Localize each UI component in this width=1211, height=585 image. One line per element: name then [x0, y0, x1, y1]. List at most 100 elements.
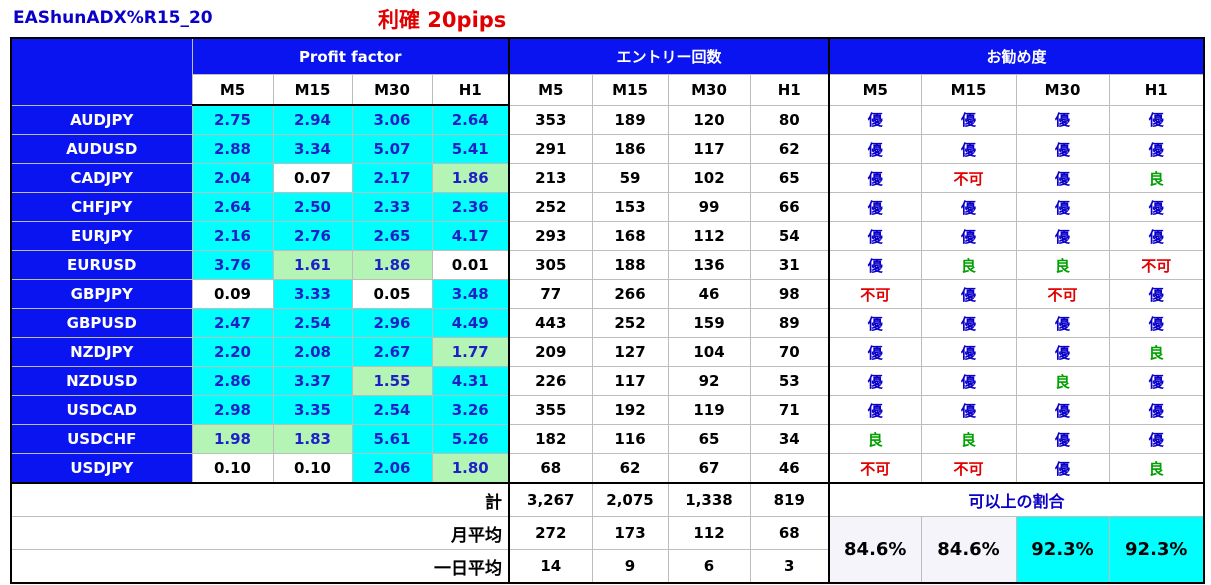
- timeframe-header: H1: [749, 74, 830, 106]
- rating-cell: 不可: [828, 453, 922, 484]
- timeframe-header-row: M5 M15 M30 H1 M5 M15 M30 H1 M5 M15 M30 H1: [11, 74, 1205, 106]
- entry-count-cell: 54: [749, 221, 830, 251]
- entry-count-cell: 31: [749, 250, 830, 280]
- daily-average-label: 一日平均: [10, 549, 510, 584]
- profit-factor-cell: 2.86: [191, 366, 274, 396]
- daily-average-row: 一日平均 14 9 6 3: [10, 549, 1204, 584]
- table-row: GBPJPY 0.09 3.33 0.05 3.48 77 266 46 98 不可優不可優: [10, 279, 1205, 309]
- pair-name: GBPUSD: [10, 308, 193, 338]
- table-row: USDJPY 0.10 0.10 2.06 1.80 68 62 67 46 不可 不可優良: [10, 453, 1205, 484]
- profit-factor-cell: 2.36: [431, 192, 510, 222]
- report-title: EAShunADX%R15_20: [13, 8, 213, 28]
- entry-count-cell: 182: [508, 424, 593, 454]
- profit-factor-cell: 3.34: [272, 134, 353, 164]
- entry-count-cell: 104: [667, 337, 751, 367]
- rating-cell: 優: [828, 395, 922, 425]
- entry-count-cell: 355: [508, 395, 593, 425]
- entry-count-cell: 353: [508, 104, 593, 135]
- rating-cell: 優: [828, 308, 922, 338]
- pair-name: AUDUSD: [10, 134, 193, 164]
- profit-factor-cell: 3.33: [272, 279, 353, 309]
- timeframe-header: H1: [1108, 74, 1205, 106]
- entry-count-cell: 189: [591, 104, 669, 135]
- entry-count-cell: 192: [591, 395, 669, 425]
- table-row: NZDJPY 2.20 2.08 2.67 1.77 209 127 104 70 優優優良: [10, 337, 1205, 367]
- total-cell: 1,338: [667, 482, 751, 517]
- pair-name: AUDJPY: [10, 104, 193, 135]
- rating-cell: 優: [1015, 192, 1110, 222]
- entry-count-cell: 291: [508, 134, 593, 164]
- results-table: Profit factor エントリー回数 お勧め度 M5 M15 M30 H1 M5 M…: [10, 37, 1205, 584]
- total-cell: 3,267: [508, 482, 593, 517]
- rating-cell: 優: [1015, 221, 1110, 251]
- entry-count-cell: 120: [667, 104, 751, 135]
- profit-factor-cell: 3.37: [272, 366, 353, 396]
- profit-factor-cell: 0.07: [272, 163, 353, 193]
- rating-cell: 優: [1108, 134, 1205, 164]
- monthly-average-cell: 272: [508, 516, 593, 550]
- timeframe-header: M30: [1015, 74, 1110, 106]
- rating-cell: 良: [828, 424, 922, 454]
- profit-factor-cell: 2.64: [431, 104, 510, 135]
- entry-count-cell: 127: [591, 337, 669, 367]
- rating-cell: 優: [920, 308, 1017, 338]
- profit-factor-cell: 4.49: [431, 308, 510, 338]
- rating-cell: 不可: [1015, 279, 1110, 309]
- rating-cell: 優: [1108, 279, 1205, 309]
- rating-cell: 優: [1108, 192, 1205, 222]
- profit-factor-cell: 2.04: [191, 163, 274, 193]
- profit-factor-cell: 1.61: [272, 250, 353, 280]
- entry-count-cell: 46: [749, 453, 830, 484]
- rating-cell: 優: [920, 192, 1017, 222]
- profit-factor-cell: 2.16: [191, 221, 274, 251]
- profit-factor-cell: 1.77: [431, 337, 510, 367]
- monthly-average-cell: 112: [667, 516, 751, 550]
- daily-average-cell: 3: [749, 549, 830, 584]
- table-row: NZDUSD 2.86 3.37 1.55 4.31 226 117 92 53 優優良優: [10, 366, 1205, 396]
- ratio-cell: 84.6%: [920, 516, 1017, 584]
- take-profit-label: 利確 20pips: [378, 8, 507, 32]
- entry-count-cell: 443: [508, 308, 593, 338]
- profit-factor-cell: 2.54: [272, 308, 353, 338]
- profit-factor-cell: 0.01: [431, 250, 510, 280]
- daily-average-cell: 14: [508, 549, 593, 584]
- profit-factor-cell: 4.17: [431, 221, 510, 251]
- profit-factor-cell: 0.10: [191, 453, 274, 484]
- profit-factor-cell: 3.35: [272, 395, 353, 425]
- entry-count-cell: 209: [508, 337, 593, 367]
- rating-cell: 優: [1015, 104, 1110, 135]
- rating-cell: 優: [1015, 453, 1110, 484]
- rating-cell: 優: [920, 366, 1017, 396]
- profit-factor-cell: 5.07: [351, 134, 433, 164]
- timeframe-header: M15: [591, 74, 669, 106]
- profit-factor-cell: 5.26: [431, 424, 510, 454]
- profit-factor-cell: 0.05: [351, 279, 433, 309]
- timeframe-header: H1: [431, 74, 510, 106]
- rating-cell: 優: [828, 221, 922, 251]
- profit-factor-cell: 2.54: [351, 395, 433, 425]
- profit-factor-cell: 2.33: [351, 192, 433, 222]
- rating-cell: 優: [828, 337, 922, 367]
- rating-cell: 優: [828, 366, 922, 396]
- profit-factor-cell: 2.20: [191, 337, 274, 367]
- rating-cell: 良: [1108, 163, 1205, 193]
- table-row: EURJPY 2.16 2.76 2.65 4.17 293 168 112 54 優優優優: [10, 221, 1205, 251]
- profit-factor-cell: 2.67: [351, 337, 433, 367]
- rating-cell: 優: [920, 134, 1017, 164]
- entry-count-cell: 46: [667, 279, 751, 309]
- entry-count-cell: 117: [667, 134, 751, 164]
- entry-count-cell: 252: [508, 192, 593, 222]
- rating-cell: 不可: [920, 163, 1017, 193]
- profit-factor-cell: 2.06: [351, 453, 433, 484]
- monthly-average-label: 月平均: [10, 516, 510, 550]
- entry-count-cell: 59: [591, 163, 669, 193]
- entry-count-cell: 62: [591, 453, 669, 484]
- profit-factor-cell: 2.98: [191, 395, 274, 425]
- entry-count-cell: 53: [749, 366, 830, 396]
- rating-cell: 良: [1015, 366, 1110, 396]
- entry-count-cell: 266: [591, 279, 669, 309]
- entry-count-cell: 80: [749, 104, 830, 135]
- monthly-average-cell: 68: [749, 516, 830, 550]
- entry-count-cell: 112: [667, 221, 751, 251]
- entry-count-cell: 186: [591, 134, 669, 164]
